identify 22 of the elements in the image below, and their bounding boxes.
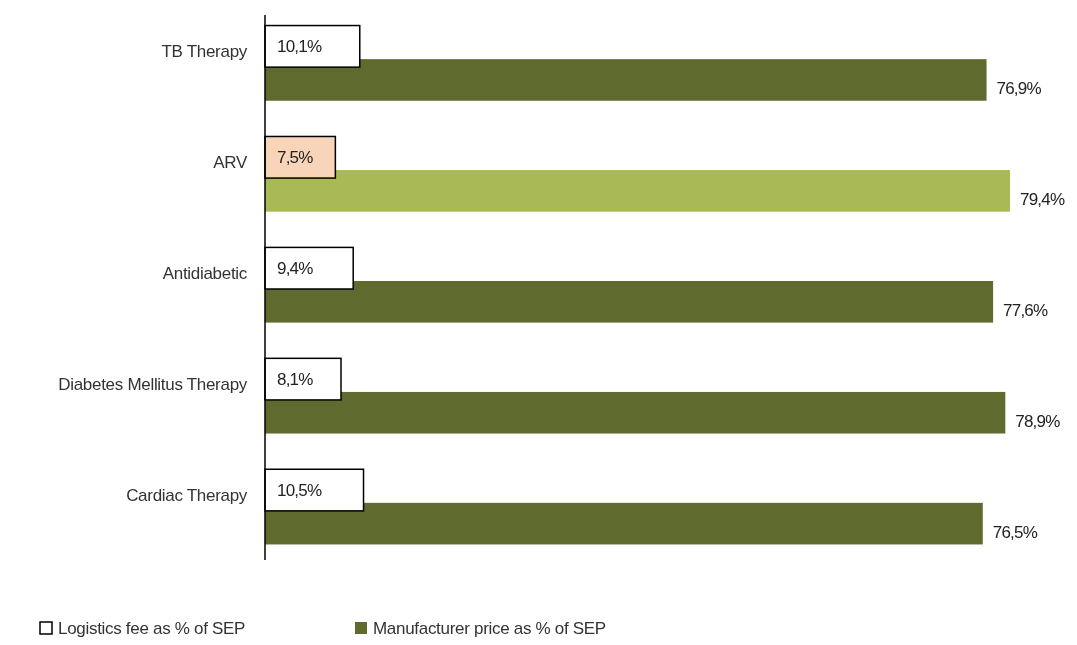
y-tick-label: Antidiabetic [162, 264, 248, 283]
y-tick-label: Cardiac Therapy [126, 485, 248, 505]
y-tick-label: Diabetes Mellitus Therapy [58, 374, 248, 394]
data-label: 8,1% [277, 370, 314, 390]
bar [265, 59, 987, 101]
data-label: 10,1% [277, 37, 322, 57]
bar [265, 391, 1006, 434]
y-tick-label: TB Therapy [161, 42, 248, 62]
legend-label: Manufacturer price as % of SEP [373, 619, 606, 638]
data-label: 76,9% [996, 78, 1042, 98]
bar [265, 281, 994, 323]
bar [265, 170, 1010, 212]
data-label: 77,6% [1003, 300, 1048, 320]
data-label: 79,4% [1020, 189, 1065, 209]
data-label: 10,5% [277, 481, 322, 501]
bar [265, 502, 983, 545]
y-tick-label: ARV [213, 153, 248, 173]
data-label: 7,5% [277, 148, 314, 168]
data-label: 9,4% [277, 259, 314, 279]
legend-label: Logistics fee as % of SEP [58, 619, 246, 638]
data-label: 78,9% [1015, 411, 1061, 431]
data-label: 76,5% [992, 522, 1038, 542]
